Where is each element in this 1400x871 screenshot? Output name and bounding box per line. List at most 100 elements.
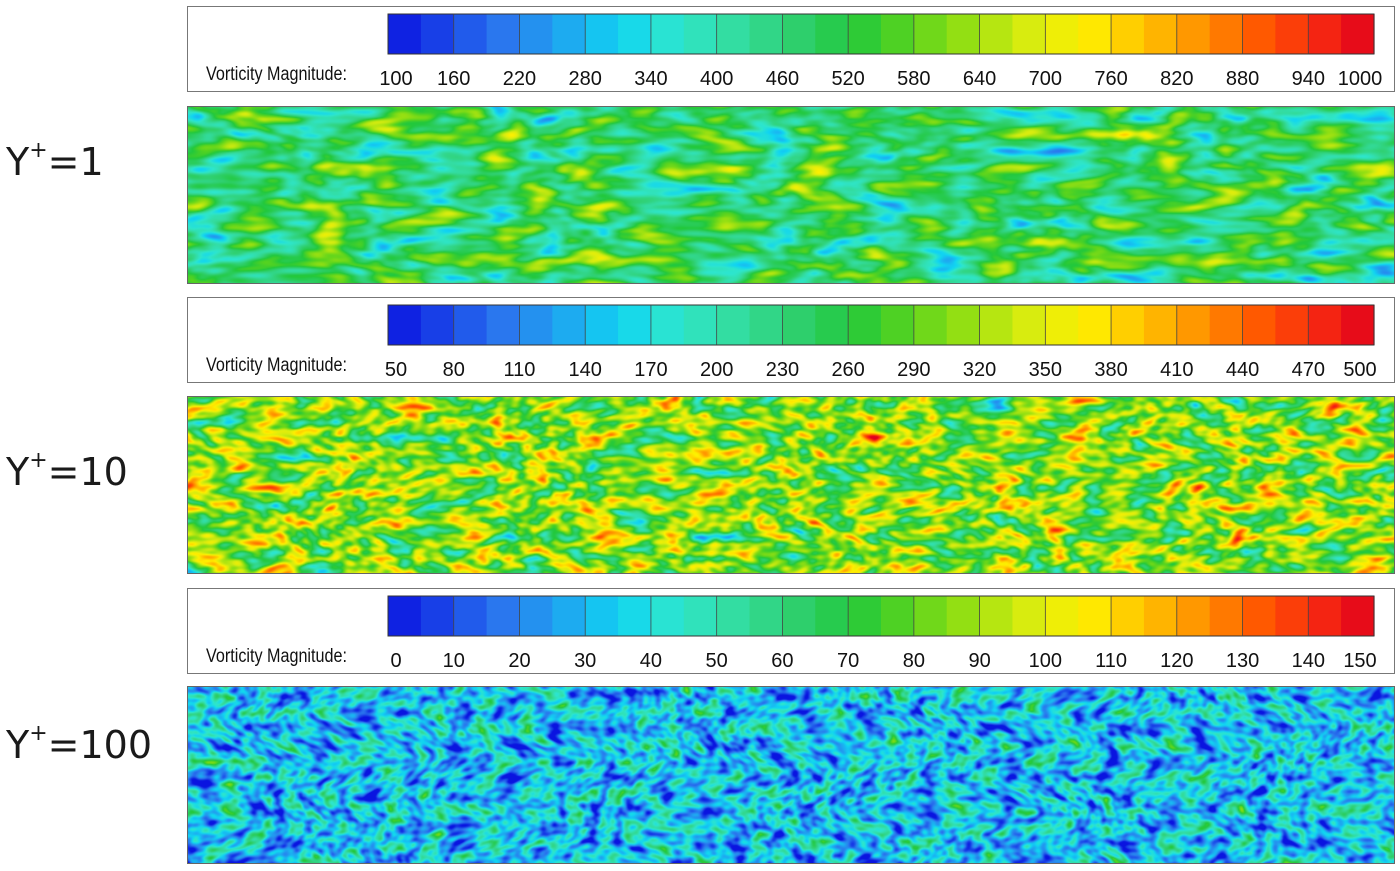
colorbar-tick-label: 520 — [831, 68, 864, 90]
colorbar-tick-label: 230 — [766, 359, 799, 381]
colorbar-band — [453, 305, 488, 345]
label-base: Y — [6, 723, 30, 767]
label-value: =10 — [47, 450, 128, 494]
colorbar-band — [618, 596, 652, 636]
label-value: =100 — [47, 723, 153, 767]
colorbar-band — [979, 14, 1014, 54]
colorbar-band — [1176, 14, 1211, 54]
colorbar-band — [1341, 596, 1375, 636]
colorbar-band — [881, 596, 915, 636]
vorticity-heatmap — [188, 687, 1394, 863]
colorbar-band — [420, 305, 455, 345]
colorbar-band — [1143, 596, 1178, 636]
colorbar-band — [1209, 14, 1244, 54]
colorbar-band — [1143, 305, 1178, 345]
colorbar-tick-label: 580 — [897, 68, 930, 90]
colorbar-band — [420, 14, 455, 54]
colorbar-band — [1045, 305, 1079, 345]
colorbar-band — [1012, 305, 1046, 345]
colorbar-band — [1242, 596, 1276, 636]
label-superscript: + — [29, 448, 48, 474]
colorbar-band — [1308, 596, 1342, 636]
colorbar-tick-label: 140 — [1292, 650, 1325, 672]
colorbar-band — [519, 305, 553, 345]
colorbar-svg: 50 80 110 140 170 200 230 260 290 320 350 380 410 440… — [385, 304, 1377, 381]
colorbar-tick-label: 50 — [385, 359, 407, 381]
colorbar-band — [749, 14, 783, 54]
colorbar-band — [946, 596, 981, 636]
colorbar-band — [683, 305, 718, 345]
colorbar-tick-label: 100 — [1029, 650, 1062, 672]
colorbar-tick-label: 150 — [1343, 650, 1376, 672]
colorbar-band — [913, 596, 948, 636]
colorbar-title: Vorticity Magnitude: — [206, 646, 347, 667]
panel-label-yplus-1: Y+=1 — [6, 138, 104, 184]
colorbar-tick-label: 940 — [1292, 68, 1325, 90]
colorbar-tick-label: 110 — [1095, 650, 1127, 672]
colorbar-band — [618, 14, 652, 54]
colorbar-band — [1045, 596, 1079, 636]
colorbar-title: Vorticity Magnitude: — [206, 64, 347, 85]
colorbar-band — [1078, 596, 1112, 636]
colorbar-band — [782, 596, 816, 636]
colorbar-band — [749, 305, 783, 345]
colorbar-band — [683, 14, 718, 54]
colorbar-band — [420, 596, 455, 636]
colorbar-tick-label: 10 — [443, 650, 465, 672]
colorbar-band — [486, 14, 521, 54]
vorticity-heatmap — [188, 397, 1394, 573]
vorticity-field-panel-1 — [187, 106, 1395, 284]
colorbar-band — [1111, 305, 1145, 345]
colorbar-band — [486, 305, 521, 345]
colorbar-band — [552, 14, 586, 54]
colorbar-tick-label: 140 — [569, 359, 602, 381]
colorbar-band — [1078, 305, 1112, 345]
colorbar-band — [1012, 596, 1046, 636]
colorbar-band — [618, 305, 652, 345]
colorbar-tick-label: 440 — [1226, 359, 1259, 381]
colorbar-tick-label: 200 — [700, 359, 733, 381]
colorbar-panel-2: 50 80 110 140 170 200 230 260 290 320 350 380 410 440… — [187, 297, 1395, 383]
colorbar-band — [1275, 14, 1309, 54]
colorbar-band — [1275, 596, 1309, 636]
colorbar-frame — [387, 13, 1375, 55]
colorbar-tick-label: 350 — [1029, 359, 1062, 381]
colorbar-band — [486, 596, 521, 636]
colorbar-tick-label: 80 — [443, 359, 465, 381]
colorbar-tick-label: 70 — [837, 650, 859, 672]
colorbar-tick-label: 0 — [390, 650, 401, 672]
colorbar-tick-label: 20 — [508, 650, 530, 672]
colorbar-tick-label: 90 — [968, 650, 990, 672]
colorbar-tick-label: 410 — [1160, 359, 1193, 381]
colorbar-band — [388, 305, 422, 345]
colorbar-tick-label: 340 — [634, 68, 667, 90]
colorbar-band — [913, 305, 948, 345]
colorbar-band — [453, 14, 488, 54]
colorbar-frame — [387, 304, 1375, 346]
colorbar-tick-label: 820 — [1160, 68, 1193, 90]
label-base: Y — [6, 450, 30, 494]
vorticity-field-panel-3 — [187, 686, 1395, 864]
colorbar-band — [881, 14, 915, 54]
colorbar-band — [815, 596, 849, 636]
colorbar-band — [1308, 305, 1342, 345]
colorbar-band — [650, 305, 685, 345]
colorbar-band — [1341, 14, 1375, 54]
colorbar-tick-label: 500 — [1343, 359, 1376, 381]
colorbar-band — [1111, 596, 1145, 636]
colorbar-tick-label: 120 — [1160, 650, 1193, 672]
colorbar-tick-label: 40 — [640, 650, 662, 672]
panel-label-yplus-100: Y+=100 — [6, 721, 153, 767]
colorbar-band — [650, 14, 685, 54]
colorbar-tick-label: 100 — [379, 68, 412, 90]
colorbar-tick-label: 160 — [437, 68, 470, 90]
label-superscript: + — [29, 138, 48, 164]
colorbar-band — [1143, 14, 1178, 54]
colorbar-tick-label: 760 — [1094, 68, 1127, 90]
colorbar-band — [519, 14, 553, 54]
colorbar-band — [716, 14, 751, 54]
colorbar-band — [848, 14, 882, 54]
colorbar-svg: 0 10 20 30 40 50 60 70 80 90 100 110 120 130 140 150 — [387, 595, 1377, 672]
colorbar-band — [388, 14, 422, 54]
colorbar-band — [683, 596, 718, 636]
